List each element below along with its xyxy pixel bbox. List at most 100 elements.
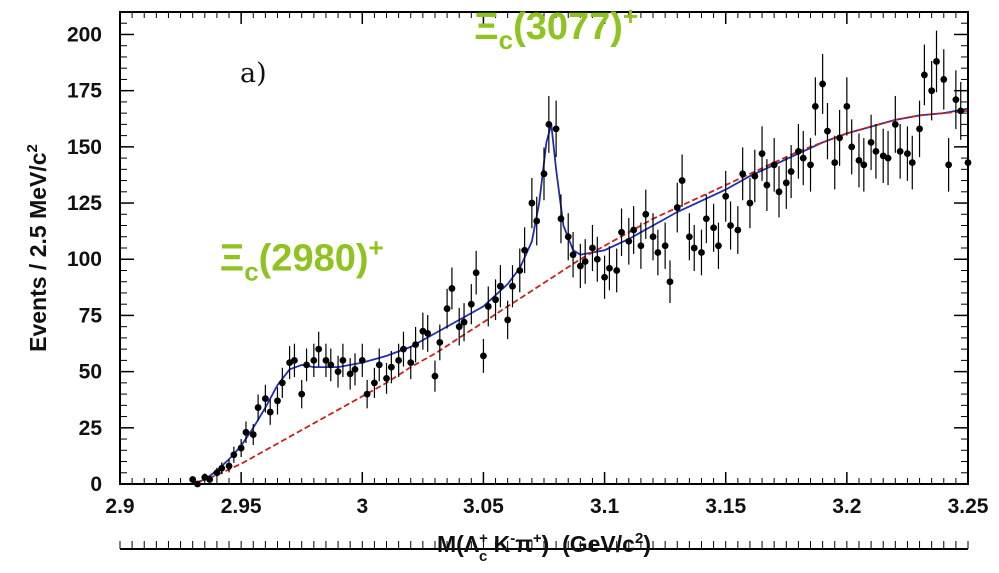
point-marker [831,159,839,166]
data-point [303,348,310,382]
data-point [678,154,686,207]
point-marker [496,282,504,290]
point-marker [795,147,802,155]
data-point [448,267,456,310]
data-point [867,114,875,171]
point-marker [811,103,819,110]
annotations: Ξc(3077)+Ξc(2980)+ [220,1,638,287]
point-marker [298,390,306,398]
data-point [327,348,335,382]
data-point [908,135,916,190]
point-marker [431,372,439,380]
data-point [775,166,783,218]
point-marker [666,278,674,286]
point-marker [407,359,415,367]
data-point [819,53,827,114]
point-marker [291,356,298,364]
data-point [496,265,504,308]
point-marker [358,356,366,364]
data-point [436,324,444,361]
data-point [237,439,245,458]
data-point [400,331,407,367]
point-marker [727,222,734,229]
point-marker [310,356,318,364]
data-point [787,145,795,199]
data-point [928,60,936,121]
point-marker [375,361,383,369]
data-point [322,343,330,378]
point-marker [920,71,928,79]
point-marker [824,127,831,135]
point-marker [787,168,795,175]
point-marker [649,233,657,241]
point-marker [685,233,693,241]
point-marker [322,356,330,364]
data-point [654,229,662,276]
point-marker [327,361,335,369]
x-tick-label: 3.05 [463,495,504,518]
point-marker [540,170,548,178]
data-point [589,224,596,272]
point-marker [618,228,625,236]
total-fit-curve [120,107,969,485]
data-point [218,462,226,475]
point-marker [363,390,371,398]
point-marker [351,365,359,373]
x-axis-title: M(Λ+ c K-π+) (GeV/c2) [437,530,651,565]
y-tick-label: 175 [67,80,102,103]
data-point [933,30,940,93]
data-point [945,138,953,192]
point-marker [836,134,843,142]
point-marker [807,161,814,169]
data-points [189,30,972,488]
data-point [763,159,771,211]
data-point [642,189,650,239]
point-marker [884,154,892,162]
data-point [545,95,553,153]
point-marker [569,251,577,259]
data-point [843,77,851,136]
point-marker [702,215,710,223]
point-marker [916,125,923,133]
point-marker [436,339,444,346]
point-marker [225,462,233,470]
y-axis-title: Events / 2.5 MeV/c2 [24,144,51,352]
data-point [334,355,342,388]
point-marker [443,305,451,313]
point-marker [472,269,480,277]
x-tick-label: 3.1 [590,495,620,518]
y-tick-label: 200 [67,23,102,46]
data-point [734,206,742,254]
point-marker [339,356,347,364]
point-marker [770,161,778,169]
data-point [509,265,516,308]
data-point [758,126,766,181]
data-point [540,147,548,201]
point-marker [516,267,524,274]
y-tick-label: 25 [79,417,103,440]
data-point [920,44,928,106]
state-subscript: c [499,25,513,55]
data-point [278,367,286,398]
data-point [952,70,960,130]
point-marker [484,303,492,310]
data-point [443,288,451,329]
data-point [472,250,480,295]
y-tick-label: 0 [90,473,102,496]
data-point [673,182,681,233]
point-marker [606,264,613,272]
point-marker [746,199,754,207]
point-marker [261,395,269,402]
point-marker [242,428,250,436]
state-subscript: c [244,256,258,286]
point-marker [383,374,390,382]
data-point [848,119,856,175]
data-point [242,421,250,444]
plot-frame [119,11,969,485]
point-marker [637,242,645,250]
point-marker [395,356,403,364]
point-marker [722,192,730,200]
point-marker [533,217,541,225]
data-point [710,203,717,252]
data-point [274,387,281,415]
